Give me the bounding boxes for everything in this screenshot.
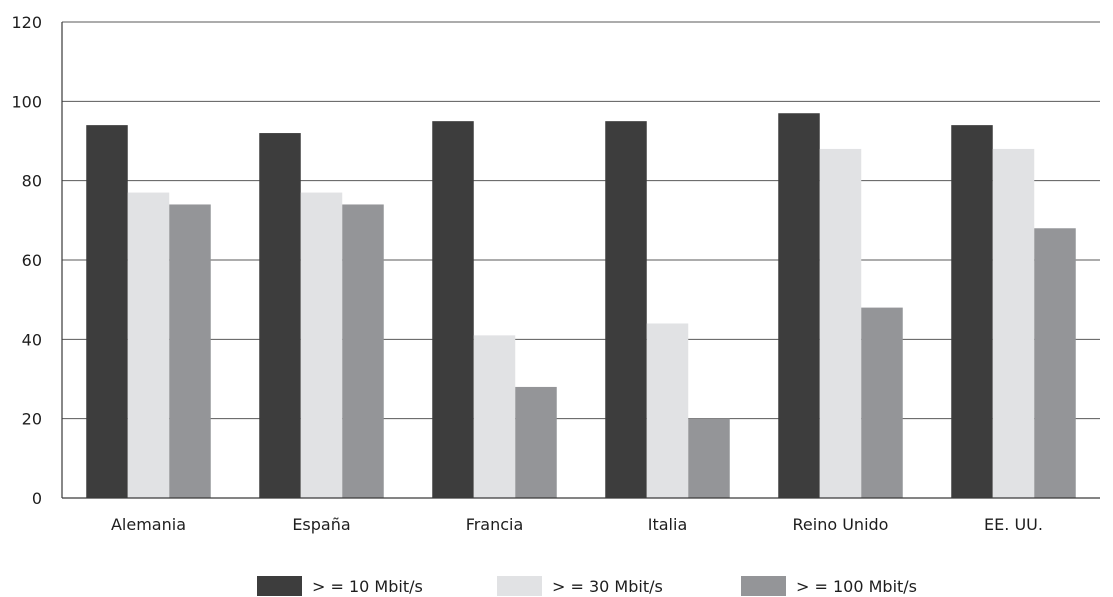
legend-label: > = 30 Mbit/s [552, 577, 663, 596]
x-tick-label: Alemania [111, 515, 186, 534]
bars [86, 113, 1076, 499]
axes [61, 22, 1100, 499]
x-tick-label: Francia [466, 515, 524, 534]
bar [432, 121, 474, 499]
x-tick-label: España [292, 515, 350, 534]
bar [86, 125, 128, 498]
legend-swatch [741, 576, 786, 596]
y-tick-label: 120 [11, 13, 42, 32]
y-axis-tick-labels: 0 20 40 60 80 100 120 [11, 13, 42, 508]
legend-item: > = 30 Mbit/s [497, 576, 663, 596]
x-tick-label: Reino Unido [793, 515, 889, 534]
bar [515, 386, 557, 498]
bar [951, 125, 993, 498]
legend-swatch [497, 576, 542, 596]
bar [342, 204, 384, 498]
x-tick-label: EE. UU. [984, 515, 1043, 534]
bar [300, 192, 343, 499]
y-tick-label: 0 [32, 489, 42, 508]
legend-swatch [257, 576, 302, 596]
legend: > = 10 Mbit/s > = 30 Mbit/s > = 100 Mbit/s [257, 576, 917, 596]
bar [646, 323, 689, 498]
legend-label: > = 100 Mbit/s [796, 577, 917, 596]
legend-item: > = 10 Mbit/s [257, 576, 423, 596]
x-tick-label: Italia [648, 515, 688, 534]
bar [992, 148, 1035, 498]
bar [688, 418, 730, 498]
legend-item: > = 100 Mbit/s [741, 576, 917, 596]
bar [169, 204, 211, 498]
bar [819, 148, 862, 498]
bar [861, 307, 903, 498]
bar [259, 133, 301, 499]
y-tick-label: 100 [11, 92, 42, 111]
bar [778, 113, 820, 498]
y-tick-label: 20 [22, 410, 42, 429]
y-tick-label: 60 [22, 251, 42, 270]
bar [1034, 228, 1076, 498]
bar [473, 335, 516, 498]
bar [605, 121, 647, 499]
y-tick-label: 80 [22, 172, 42, 191]
gridlines [62, 21, 1100, 420]
y-tick-label: 40 [22, 330, 42, 349]
legend-label: > = 10 Mbit/s [312, 577, 423, 596]
x-axis-tick-labels: Alemania España Francia Italia Reino Unido EE… [111, 515, 1043, 534]
bar [127, 192, 170, 499]
